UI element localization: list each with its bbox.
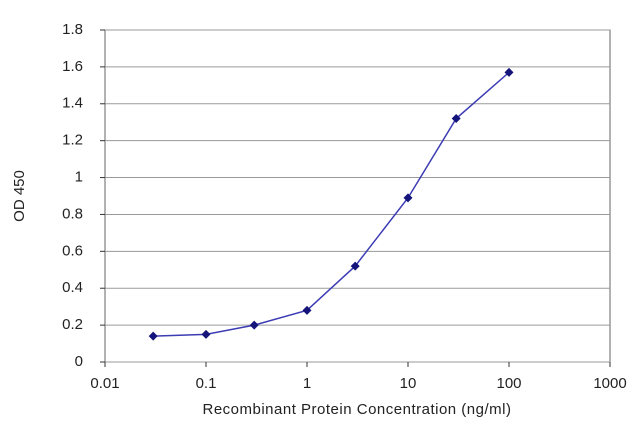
plot-area <box>104 29 611 363</box>
data-point <box>403 193 413 203</box>
x-tick-label: 0.1 <box>196 375 217 392</box>
data-point <box>302 305 312 315</box>
y-tick-label: 1.8 <box>62 21 83 38</box>
y-tick-label: 1.2 <box>62 132 83 149</box>
data-point <box>201 329 211 339</box>
x-tick-label: 10 <box>400 375 417 392</box>
series-line <box>153 71 510 337</box>
x-tick-label: 1000 <box>593 375 626 392</box>
data-point <box>504 67 514 77</box>
x-tick-label: 1 <box>303 375 311 392</box>
y-tick-label: 0.6 <box>62 242 83 259</box>
y-axis-label: OD 450 <box>11 170 28 222</box>
y-tick-label: 0 <box>75 353 83 370</box>
y-tick-label: 0.8 <box>62 205 83 222</box>
y-tick-label: 1.4 <box>62 95 83 112</box>
x-axis-label: Recombinant Protein Concentration (ng/ml… <box>203 401 512 418</box>
data-point <box>451 114 461 124</box>
x-tick-label: 100 <box>496 375 521 392</box>
y-tick-label: 1 <box>75 169 83 186</box>
data-point <box>350 261 360 271</box>
y-tick-label: 1.6 <box>62 58 83 75</box>
y-tick-label: 0.4 <box>62 279 83 296</box>
data-point <box>148 331 158 341</box>
y-tick-label: 0.2 <box>62 316 83 333</box>
data-point <box>249 320 259 330</box>
x-tick-label: 0.01 <box>90 375 119 392</box>
